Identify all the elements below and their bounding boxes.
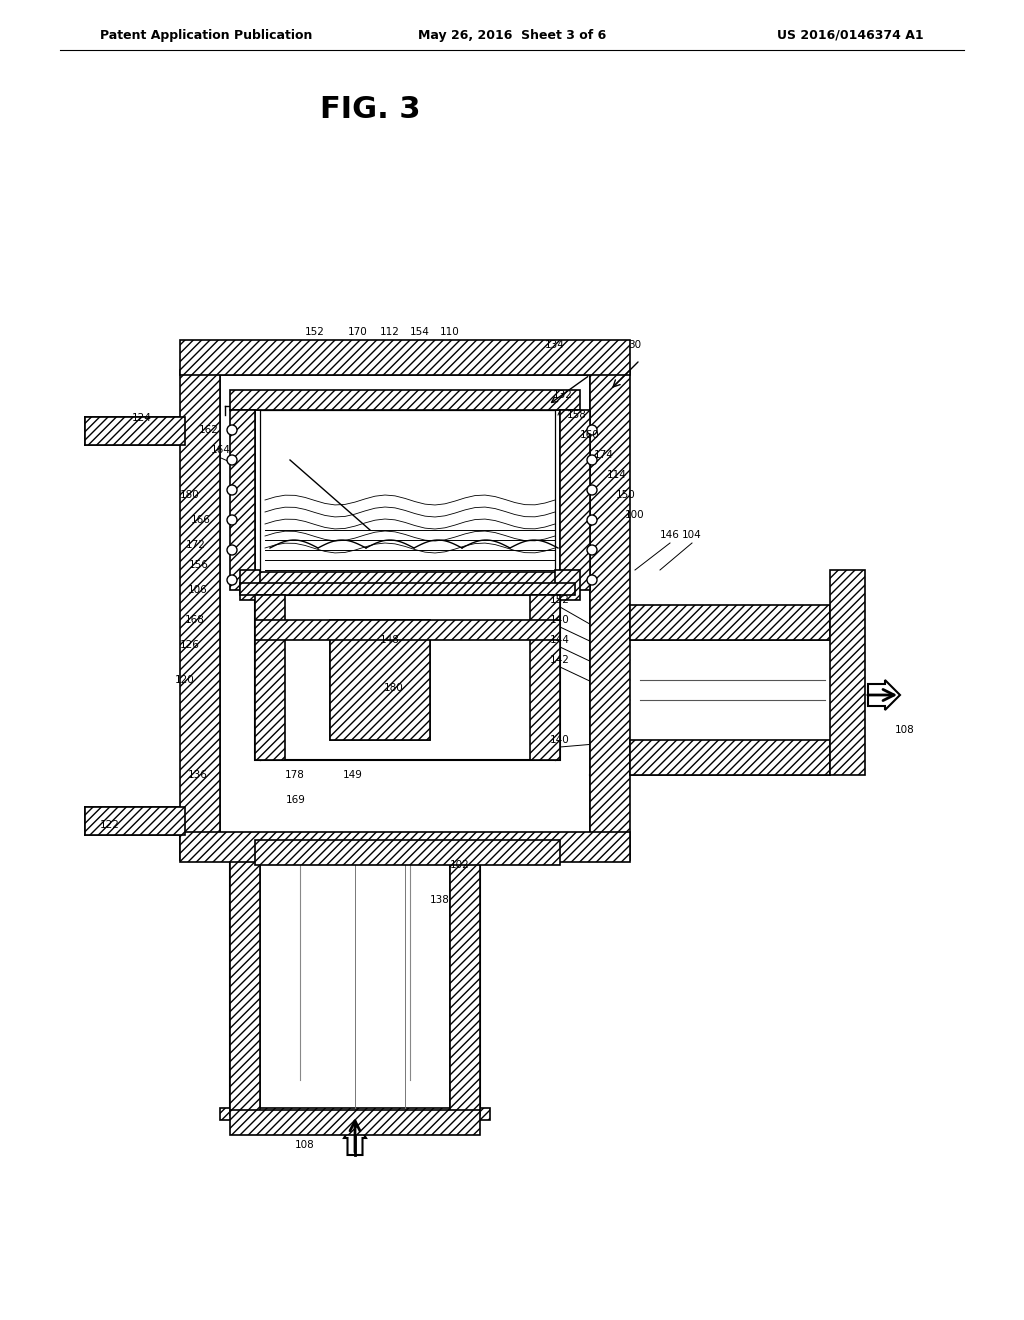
Circle shape: [587, 545, 597, 554]
Text: 100: 100: [626, 510, 645, 520]
Bar: [255, 411, 560, 590]
Circle shape: [587, 484, 597, 495]
Bar: [240, 570, 260, 601]
Text: 156: 156: [189, 560, 209, 570]
Text: 154: 154: [410, 327, 430, 337]
Bar: [255, 572, 565, 590]
Text: 132: 132: [553, 389, 573, 400]
Text: Patent Application Publication: Patent Application Publication: [100, 29, 312, 41]
Text: 140: 140: [550, 735, 570, 744]
Bar: [230, 850, 260, 1115]
Text: 124: 124: [132, 413, 152, 422]
Text: 162: 162: [199, 425, 219, 436]
Bar: [255, 620, 560, 640]
Bar: [450, 850, 480, 1115]
Text: 170: 170: [348, 327, 368, 337]
Bar: [180, 370, 220, 861]
Circle shape: [587, 576, 597, 585]
Bar: [230, 1110, 480, 1135]
Bar: [230, 389, 580, 411]
Text: 164: 164: [211, 445, 231, 455]
Text: 122: 122: [100, 820, 120, 830]
Text: 158: 158: [567, 411, 587, 420]
Text: 136: 136: [188, 770, 208, 780]
Circle shape: [587, 425, 597, 436]
Bar: [555, 570, 580, 601]
Text: 172: 172: [186, 540, 206, 550]
Text: 134: 134: [545, 341, 565, 350]
Bar: [240, 583, 575, 595]
Bar: [230, 850, 480, 1115]
Text: 150: 150: [616, 490, 636, 500]
Circle shape: [227, 484, 237, 495]
Bar: [180, 832, 630, 862]
Text: 174: 174: [594, 450, 614, 459]
Bar: [255, 840, 560, 865]
Text: May 26, 2016  Sheet 3 of 6: May 26, 2016 Sheet 3 of 6: [418, 29, 606, 41]
Bar: [255, 595, 560, 760]
Text: US 2016/0146374 A1: US 2016/0146374 A1: [777, 29, 924, 41]
Text: 180: 180: [180, 490, 200, 500]
Text: 104: 104: [682, 531, 701, 540]
Text: 30: 30: [629, 341, 642, 350]
Circle shape: [227, 576, 237, 585]
Bar: [630, 605, 830, 640]
Text: 169: 169: [286, 795, 306, 805]
Text: 112: 112: [380, 327, 400, 337]
Bar: [560, 411, 590, 590]
Text: FIG. 3: FIG. 3: [319, 95, 420, 124]
Bar: [85, 807, 185, 836]
Text: 110: 110: [440, 327, 460, 337]
Text: 160: 160: [581, 430, 600, 440]
Bar: [330, 620, 430, 741]
Text: 180: 180: [384, 682, 403, 693]
Text: 138: 138: [430, 895, 450, 906]
Bar: [590, 370, 630, 861]
Text: 126: 126: [180, 640, 200, 649]
Bar: [230, 411, 255, 590]
Text: 152: 152: [550, 595, 570, 605]
Circle shape: [227, 425, 237, 436]
Text: 108: 108: [295, 1140, 314, 1150]
Text: 178: 178: [285, 770, 305, 780]
Circle shape: [227, 515, 237, 525]
Text: 166: 166: [191, 515, 211, 525]
Text: 146: 146: [660, 531, 680, 540]
Bar: [330, 620, 430, 741]
Text: 148: 148: [380, 635, 400, 645]
Circle shape: [227, 545, 237, 554]
Bar: [255, 595, 285, 760]
Bar: [85, 417, 185, 445]
Bar: [220, 1107, 490, 1119]
Circle shape: [587, 515, 597, 525]
Text: 102: 102: [451, 861, 470, 870]
Text: 142: 142: [550, 655, 570, 665]
Bar: [630, 741, 830, 775]
Text: 144: 144: [550, 635, 570, 645]
Text: 152: 152: [305, 327, 325, 337]
Bar: [180, 341, 630, 375]
Circle shape: [227, 455, 237, 465]
Bar: [830, 570, 865, 775]
Circle shape: [587, 455, 597, 465]
Text: 140: 140: [550, 615, 570, 624]
Text: 108: 108: [895, 725, 914, 735]
Text: 114: 114: [607, 470, 627, 480]
Text: 149: 149: [343, 770, 362, 780]
Text: 106: 106: [188, 585, 208, 595]
Text: 168: 168: [185, 615, 205, 624]
Bar: [530, 595, 560, 760]
Text: 120: 120: [175, 675, 195, 685]
